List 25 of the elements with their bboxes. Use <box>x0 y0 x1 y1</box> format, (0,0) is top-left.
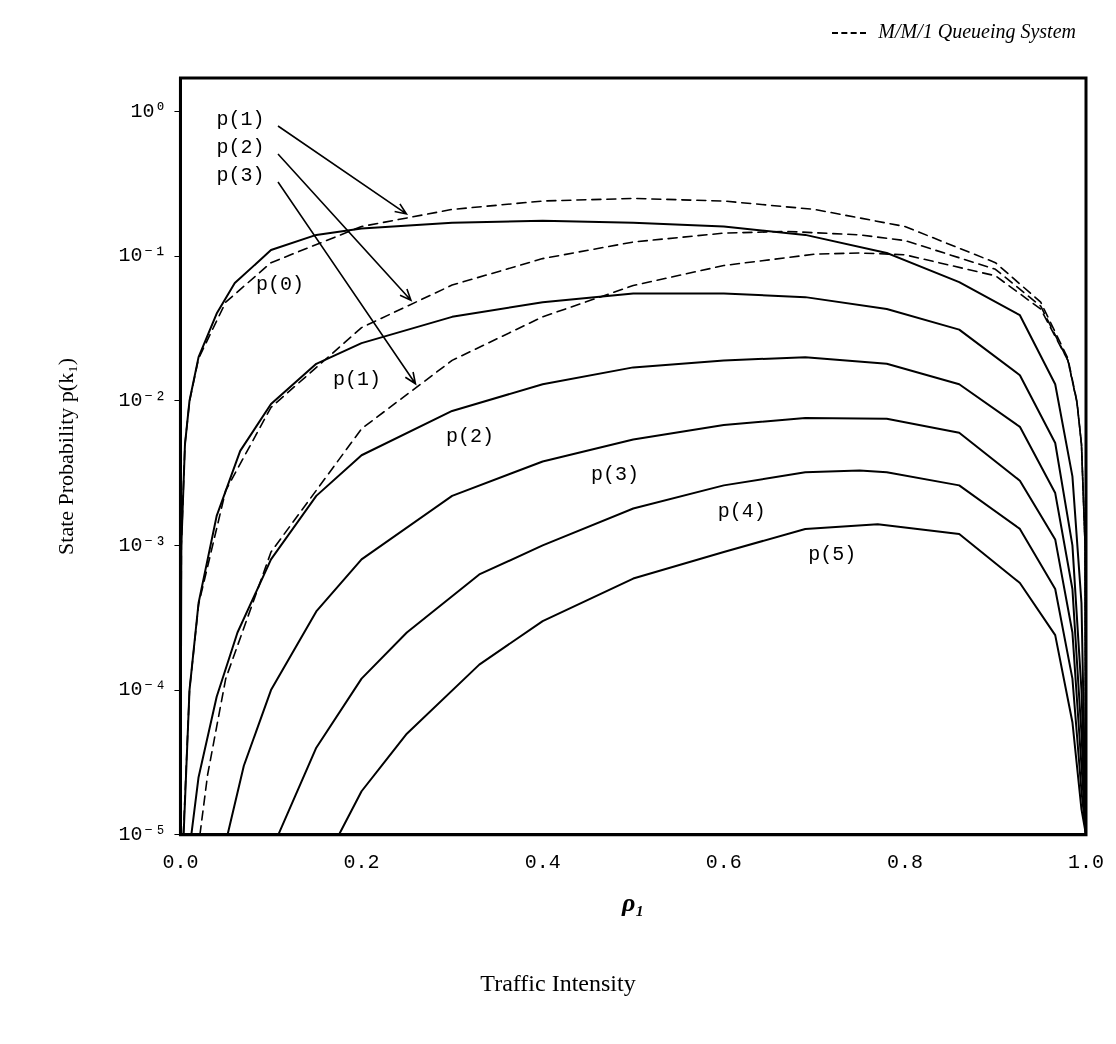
x-axis-title: ρ₁ <box>620 888 645 918</box>
x-tick-label: 0.4 <box>524 851 561 875</box>
y-axis-title: State Probability p(k₁) <box>52 357 78 555</box>
x-tick-label: 1.0 <box>1067 851 1105 875</box>
y-tick-label: 10⁰ <box>130 99 167 123</box>
y-tick-label: 10⁻³ <box>118 533 167 557</box>
text: p(1) <box>216 108 265 132</box>
text: Traffic Intensity <box>479 970 637 997</box>
y-tick-label: 10⁻⁴ <box>118 678 167 702</box>
y-tick-label: 10⁻⁵ <box>118 823 167 847</box>
series-label: p(0) <box>255 272 304 296</box>
x-tick-label: 0.8 <box>886 851 923 875</box>
y-tick-label: 10⁻¹ <box>118 244 167 268</box>
text: p(3) <box>216 164 265 188</box>
series-label: p(4) <box>717 499 766 523</box>
x-tick-label: 0.2 <box>343 851 380 875</box>
series-label: p(5) <box>808 542 857 566</box>
text: p(2) <box>216 136 265 160</box>
x-tick-label: 0.6 <box>705 851 742 875</box>
x-tick-label: 0.0 <box>162 851 199 875</box>
legend-label: p(1) <box>332 367 381 391</box>
series-label: p(2) <box>446 425 495 449</box>
text: M/M/1 Queueing System <box>878 20 1076 42</box>
y-tick-label: 10⁻² <box>118 389 167 413</box>
series-label: p(3) <box>590 462 640 486</box>
